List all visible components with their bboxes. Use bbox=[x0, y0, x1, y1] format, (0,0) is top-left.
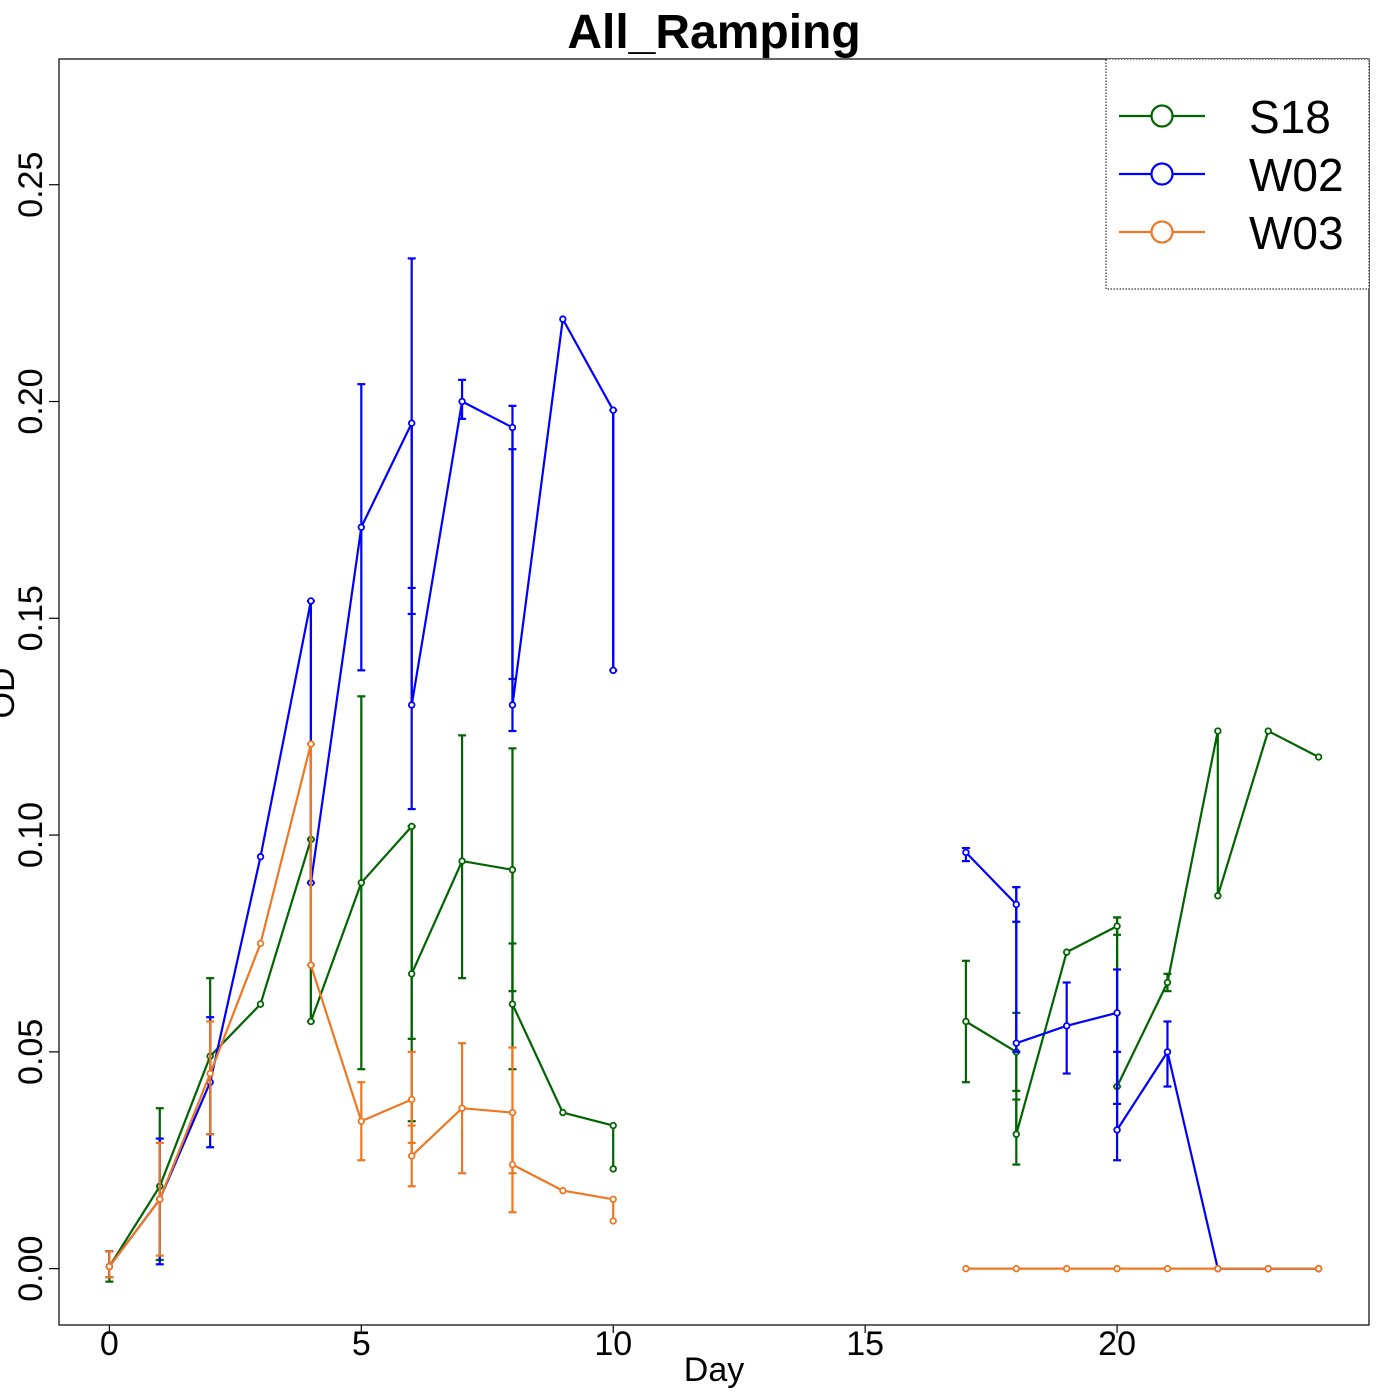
data-point bbox=[1113, 1009, 1121, 1017]
x-tick-label: 10 bbox=[594, 1325, 632, 1363]
data-point bbox=[1163, 978, 1172, 987]
x-tick-label: 15 bbox=[846, 1325, 884, 1363]
y-tick-label: 0.05 bbox=[12, 1019, 50, 1085]
x-tick-label: 20 bbox=[1098, 1325, 1136, 1363]
data-point bbox=[307, 597, 315, 605]
data-point bbox=[256, 853, 265, 861]
legend-label-S18: S18 bbox=[1249, 91, 1331, 143]
data-point bbox=[508, 423, 517, 432]
data-point bbox=[1264, 1264, 1272, 1273]
data-point bbox=[609, 406, 617, 414]
series-line bbox=[965, 851, 1319, 1270]
data-point bbox=[1264, 727, 1272, 735]
data-point bbox=[256, 1000, 265, 1008]
data-point bbox=[609, 666, 617, 675]
data-point bbox=[508, 1108, 517, 1117]
data-point bbox=[609, 1165, 617, 1173]
data-point bbox=[307, 961, 315, 969]
data-point bbox=[105, 1262, 114, 1271]
series-layer bbox=[105, 257, 1323, 1283]
data-point bbox=[407, 701, 416, 709]
y-tick-label: 0.20 bbox=[12, 368, 50, 434]
data-point bbox=[559, 1186, 567, 1195]
data-point bbox=[962, 1017, 970, 1026]
data-point bbox=[458, 857, 466, 865]
data-point bbox=[559, 315, 567, 323]
data-point bbox=[508, 701, 517, 709]
y-tick-label: 0.15 bbox=[12, 585, 50, 651]
legend: S18 W02 W03 bbox=[1105, 58, 1370, 290]
data-point bbox=[357, 523, 366, 531]
data-point bbox=[1163, 1264, 1172, 1273]
y-axis: 0.00 0.05 0.10 0.15 0.20 0.25 bbox=[12, 152, 59, 1302]
data-point bbox=[307, 1017, 315, 1026]
data-point bbox=[1012, 900, 1021, 909]
data-point bbox=[1163, 1048, 1172, 1056]
y-tick-label: 0.25 bbox=[12, 152, 50, 218]
data-point bbox=[1062, 1022, 1071, 1030]
y-axis-label: OD bbox=[0, 668, 22, 719]
data-point bbox=[1214, 892, 1222, 900]
data-point bbox=[407, 822, 416, 831]
data-point bbox=[458, 1104, 466, 1112]
data-point bbox=[508, 1000, 517, 1008]
x-tick-label: 5 bbox=[352, 1325, 371, 1363]
series-line bbox=[965, 729, 1320, 1136]
data-point bbox=[256, 939, 265, 948]
data-point bbox=[407, 419, 416, 427]
legend-marker-S18 bbox=[1150, 104, 1174, 128]
data-point bbox=[407, 1152, 416, 1160]
data-point bbox=[962, 848, 970, 857]
data-point bbox=[1113, 1264, 1121, 1273]
data-point bbox=[1214, 1264, 1222, 1273]
y-tick-label: 0.00 bbox=[12, 1236, 50, 1302]
x-axis-label: Day bbox=[684, 1351, 744, 1389]
chart-title: All_Ramping bbox=[567, 6, 860, 59]
data-point bbox=[508, 1160, 517, 1169]
data-point bbox=[206, 1069, 214, 1078]
data-point bbox=[357, 879, 366, 887]
data-point bbox=[1113, 1126, 1121, 1134]
data-point bbox=[458, 397, 466, 406]
data-point bbox=[1314, 1264, 1323, 1273]
data-point bbox=[609, 1121, 617, 1130]
legend-marker-W03 bbox=[1150, 220, 1174, 244]
plot-frame bbox=[58, 58, 1370, 1326]
y-tick-label: 0.10 bbox=[12, 802, 50, 868]
data-point bbox=[156, 1195, 164, 1203]
data-point bbox=[1012, 1039, 1021, 1047]
data-point bbox=[307, 740, 315, 748]
data-point bbox=[1062, 948, 1071, 956]
data-point bbox=[407, 970, 416, 978]
data-point bbox=[1314, 753, 1323, 761]
legend-label-W03: W03 bbox=[1249, 207, 1344, 259]
data-point bbox=[1214, 727, 1222, 735]
data-point bbox=[508, 866, 517, 874]
x-axis: 0 5 10 15 20 bbox=[100, 1325, 1136, 1363]
series-W03 bbox=[105, 740, 1323, 1279]
data-point bbox=[962, 1264, 970, 1273]
data-point bbox=[1012, 1130, 1021, 1138]
series-W02 bbox=[105, 257, 1323, 1279]
data-point bbox=[609, 1195, 617, 1203]
data-point bbox=[559, 1108, 567, 1117]
legend-label-W02: W02 bbox=[1249, 149, 1344, 201]
data-point bbox=[1062, 1264, 1071, 1273]
x-tick-label: 0 bbox=[100, 1325, 119, 1363]
data-point bbox=[357, 1117, 366, 1125]
data-point bbox=[1012, 1264, 1021, 1273]
legend-marker-W02 bbox=[1150, 162, 1174, 186]
data-point bbox=[609, 1217, 617, 1225]
series-S18 bbox=[105, 695, 1323, 1283]
data-point bbox=[407, 1095, 416, 1104]
data-point bbox=[1113, 922, 1121, 930]
